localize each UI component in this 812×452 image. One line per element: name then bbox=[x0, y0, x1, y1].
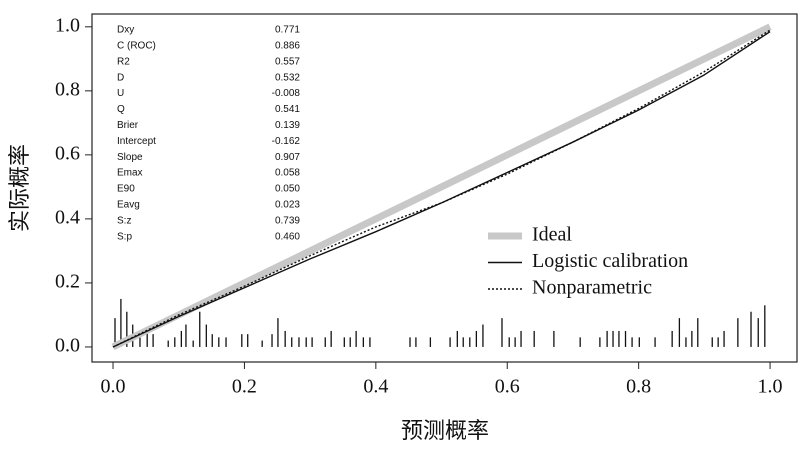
y-axis-title: 实际概率 bbox=[7, 144, 32, 232]
stat-label: Slope bbox=[117, 152, 143, 163]
y-tick-label: 0.4 bbox=[55, 206, 80, 228]
x-axis-title: 预测概率 bbox=[401, 418, 489, 443]
stat-label: Dxy bbox=[117, 25, 134, 36]
x-tick-label: 0.8 bbox=[626, 376, 651, 398]
stat-label: Brier bbox=[117, 120, 139, 131]
series-line bbox=[112, 29, 771, 348]
stat-value: 0.058 bbox=[275, 168, 300, 179]
legend-label: Ideal bbox=[532, 224, 572, 246]
stat-value: 0.886 bbox=[275, 41, 300, 52]
stat-value: 0.771 bbox=[275, 25, 300, 36]
stat-value: -0.008 bbox=[272, 88, 301, 99]
stat-label: U bbox=[117, 88, 124, 99]
stat-value: 0.557 bbox=[275, 56, 300, 67]
stat-label: D bbox=[117, 72, 124, 83]
series-line bbox=[111, 23, 772, 351]
x-tick-label: 1.0 bbox=[758, 376, 783, 398]
stat-value: 0.907 bbox=[275, 152, 300, 163]
y-tick-label: 0.8 bbox=[55, 78, 80, 100]
plot-area bbox=[111, 23, 772, 351]
series-line bbox=[112, 31, 771, 348]
legend-label: Nonparametric bbox=[532, 277, 652, 299]
y-tick-label: 0.6 bbox=[55, 142, 80, 164]
y-tick-label: 0.2 bbox=[55, 271, 80, 293]
stat-value: 0.739 bbox=[275, 215, 300, 226]
stat-label: S:p bbox=[117, 231, 132, 242]
stat-label: Emax bbox=[117, 168, 143, 179]
stat-label: E90 bbox=[117, 184, 135, 195]
stat-value: -0.162 bbox=[272, 136, 301, 147]
stat-value: 0.460 bbox=[275, 231, 300, 242]
stat-value: 0.139 bbox=[275, 120, 300, 131]
stat-label: Intercept bbox=[117, 136, 156, 147]
stat-value: 0.532 bbox=[275, 72, 300, 83]
stat-label: Eavg bbox=[117, 200, 140, 211]
x-tick-label: 0.0 bbox=[101, 376, 126, 398]
plot-frame bbox=[91, 13, 798, 363]
stat-value: 0.023 bbox=[275, 200, 300, 211]
x-tick-label: 0.6 bbox=[495, 376, 520, 398]
stat-label: C (ROC) bbox=[117, 41, 156, 52]
stat-label: R2 bbox=[117, 56, 130, 67]
x-tick-label: 0.4 bbox=[363, 376, 388, 398]
legend-label: Logistic calibration bbox=[532, 250, 688, 272]
stat-label: S:z bbox=[117, 215, 131, 226]
x-tick-label: 0.2 bbox=[232, 376, 257, 398]
y-tick-label: 0.0 bbox=[55, 335, 80, 357]
stat-value: 0.541 bbox=[275, 104, 300, 115]
stat-label: Q bbox=[117, 104, 125, 115]
stat-value: 0.050 bbox=[275, 184, 300, 195]
y-tick-label: 1.0 bbox=[55, 14, 80, 36]
